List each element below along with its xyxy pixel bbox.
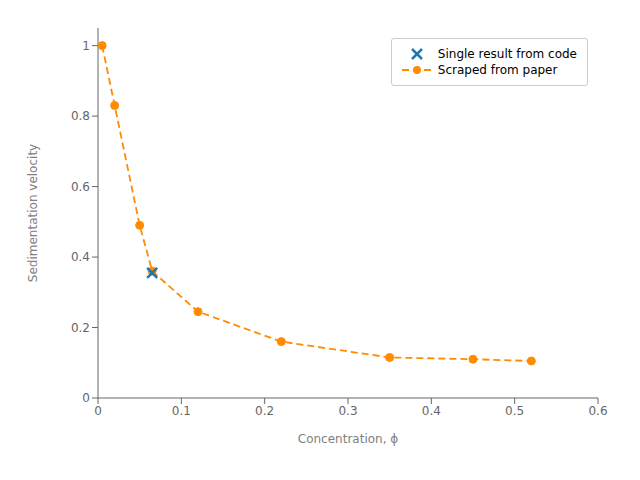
svg-text:0.8: 0.8 xyxy=(71,109,90,123)
svg-text:0: 0 xyxy=(94,404,102,418)
svg-text:0.5: 0.5 xyxy=(505,404,524,418)
html-text:Scraped from paper: Scraped from paper xyxy=(437,63,558,77)
svg-text:1: 1 xyxy=(82,39,90,53)
svg-text:Sedimentation velocity: Sedimentation velocity xyxy=(26,144,40,282)
svg-text:0.2: 0.2 xyxy=(71,321,90,335)
svg-text:0.1: 0.1 xyxy=(172,404,191,418)
svg-text:0.4: 0.4 xyxy=(422,404,441,418)
svg-text:0: 0 xyxy=(82,391,90,405)
svg-text:0.3: 0.3 xyxy=(338,404,357,418)
html-text:Single result from code: Single result from code xyxy=(437,47,577,61)
svg-text:0.6: 0.6 xyxy=(588,404,607,418)
svg-text:0.2: 0.2 xyxy=(255,404,274,418)
svg-text:Concentration, ϕ: Concentration, ϕ xyxy=(298,432,399,446)
svg-text:0.4: 0.4 xyxy=(71,250,90,264)
svg-text:0.6: 0.6 xyxy=(71,180,90,194)
